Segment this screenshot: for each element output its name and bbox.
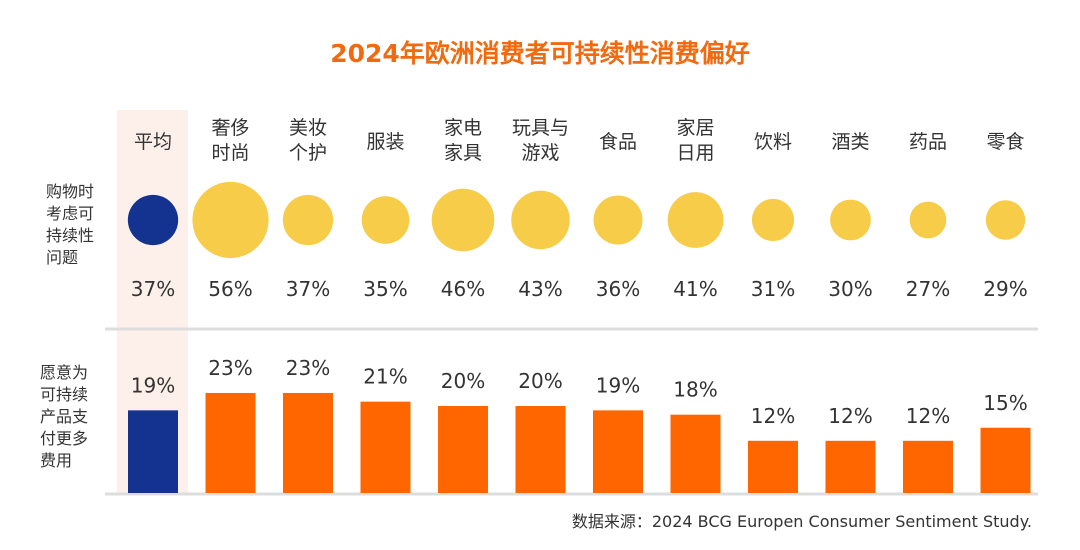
bar-value-label: 20% xyxy=(441,369,485,393)
category-label: 美妆 xyxy=(289,117,327,139)
row-label-pay-more: 愿意为 可持续 产品支 付更多 费用 xyxy=(40,363,89,470)
bubble-mark xyxy=(361,196,410,244)
bubble-value-label: 43% xyxy=(518,277,562,301)
bubble-value-label: 31% xyxy=(751,277,795,301)
bubble-value-label: 41% xyxy=(673,277,717,301)
category-label: 奢侈 xyxy=(211,117,249,139)
category-label: 饮料 xyxy=(754,131,792,153)
bar-mark xyxy=(903,440,953,493)
bubble-mark xyxy=(192,181,269,259)
category-label: 平均 xyxy=(134,131,172,153)
bubble-value-label: 46% xyxy=(441,277,485,301)
category-label: 药品 xyxy=(909,131,947,153)
bubble-value-label: 56% xyxy=(208,277,252,301)
category-label: 时尚 xyxy=(211,142,249,164)
bubble-mark xyxy=(830,199,871,241)
bubble-mark xyxy=(127,194,179,246)
bubble-mark xyxy=(751,198,795,242)
category-label: 零食 xyxy=(986,131,1024,153)
bubble-value-label: 37% xyxy=(286,277,330,301)
category-label: 个护 xyxy=(289,142,327,164)
bubble-value-label: 35% xyxy=(363,277,407,301)
bar-value-label: 19% xyxy=(131,373,175,397)
bar-mark xyxy=(670,414,721,493)
bar-value-label: 20% xyxy=(518,369,562,393)
bubble-mark xyxy=(431,188,495,252)
bar-value-label: 12% xyxy=(751,404,795,428)
bubble-value-label: 29% xyxy=(983,277,1027,301)
bubble-value-label: 27% xyxy=(906,277,950,301)
bubble-mark xyxy=(985,200,1026,240)
bubble-value-label: 36% xyxy=(596,277,640,301)
source-note: 数据来源：2024 BCG Europen Consumer Sentiment… xyxy=(571,512,1032,531)
bubble-mark xyxy=(593,195,643,245)
bar-mark xyxy=(438,406,488,493)
bar-value-label: 23% xyxy=(208,356,252,380)
category-label: 食品 xyxy=(599,131,637,153)
bar-value-label: 18% xyxy=(673,378,717,402)
bar-mark xyxy=(205,392,256,493)
bar-mark xyxy=(748,440,798,493)
bar-mark xyxy=(980,427,1031,493)
bar-mark xyxy=(825,440,876,493)
bar-value-label: 21% xyxy=(363,365,407,389)
category-label: 家居 xyxy=(676,117,714,139)
bar-value-label: 15% xyxy=(983,391,1027,415)
bar-value-label: 19% xyxy=(596,373,640,397)
bubble-mark xyxy=(909,201,947,239)
category-label: 游戏 xyxy=(521,142,559,164)
bar-mark xyxy=(515,406,566,493)
bubble-value-label: 37% xyxy=(131,277,175,301)
bar-mark xyxy=(128,410,178,493)
bar-value-label: 12% xyxy=(828,404,872,428)
bar-value-label: 12% xyxy=(906,404,950,428)
chart-title: 2024年欧洲消费者可持续性消费偏好 xyxy=(330,39,750,68)
bar-mark xyxy=(283,392,333,493)
bubble-mark xyxy=(282,194,334,246)
bar-mark xyxy=(360,401,411,493)
bubble-value-label: 30% xyxy=(828,277,872,301)
category-label: 酒类 xyxy=(831,131,869,153)
category-label: 服装 xyxy=(366,131,404,153)
bar-value-label: 23% xyxy=(286,356,330,380)
category-label: 玩具与 xyxy=(512,117,569,139)
row-label-consider: 购物时 考虑可 持续性 问题 xyxy=(46,182,95,267)
category-label: 家具 xyxy=(444,142,482,164)
bar-mark xyxy=(593,410,643,493)
category-label: 家电 xyxy=(444,117,482,139)
bubble-mark xyxy=(511,190,570,250)
category-label: 日用 xyxy=(676,142,714,164)
bubble-mark xyxy=(667,192,724,248)
